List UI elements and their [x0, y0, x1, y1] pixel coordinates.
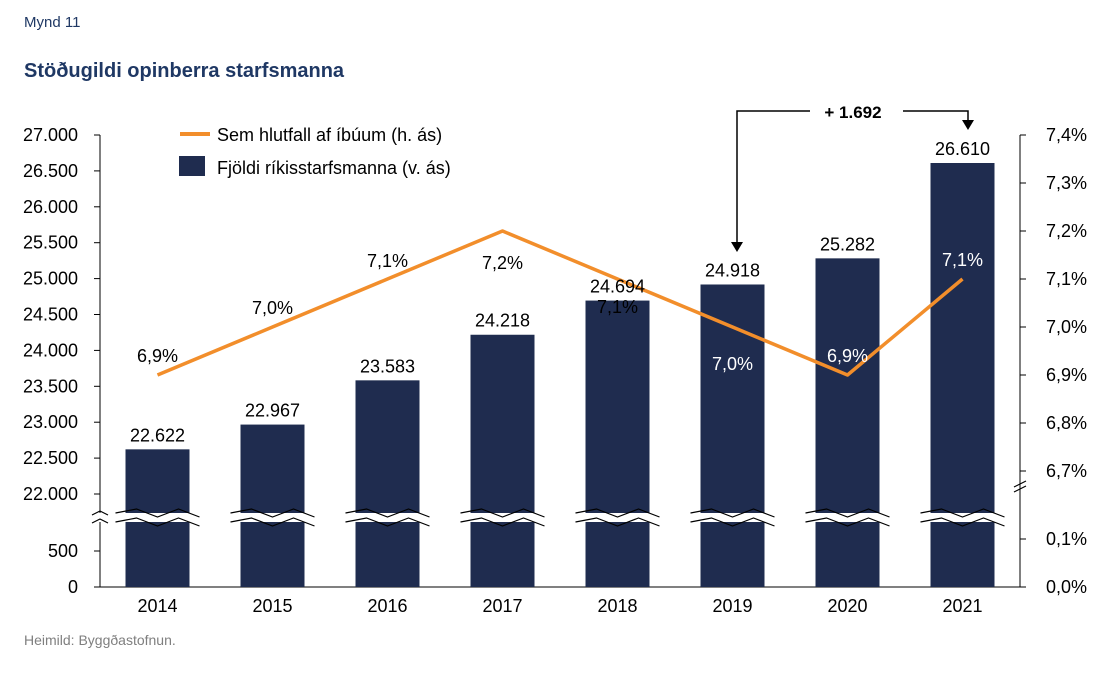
source-note: Heimild: Byggðastofnun. [24, 632, 176, 648]
axis-break-zigzag [460, 517, 545, 527]
left-tick-label: 25.000 [23, 269, 78, 289]
x-tick-label: 2018 [597, 596, 637, 616]
line-value-label: 6,9% [827, 346, 868, 366]
legend-line-label: Sem hlutfall af íbúum (h. ás) [217, 125, 442, 145]
line-value-label: 7,1% [367, 251, 408, 271]
right-tick-label: 0,1% [1046, 529, 1087, 549]
difference-annotation: + 1.692 [731, 103, 974, 252]
bar [585, 300, 650, 587]
bar-value-label: 22.967 [245, 401, 300, 421]
x-tick-label: 2021 [942, 596, 982, 616]
right-tick-label: 0,0% [1046, 577, 1087, 597]
bar [470, 334, 535, 587]
bar-value-label: 22.622 [130, 425, 185, 445]
axis-break-zigzag [575, 508, 660, 518]
annotation-left-arrow [736, 110, 810, 250]
bar [930, 163, 995, 587]
axis-break-zigzag [91, 510, 109, 516]
bar [240, 424, 305, 587]
axis-break-zigzag [805, 517, 890, 527]
axis-break-zigzag [115, 508, 200, 518]
right-tick-label: 7,1% [1046, 269, 1087, 289]
bar-value-label: 24.918 [705, 260, 760, 280]
left-tick-label: 22.000 [23, 484, 78, 504]
axis-break-zigzag [460, 508, 545, 518]
x-tick-label: 2014 [137, 596, 177, 616]
line-value-label: 7,2% [482, 253, 523, 273]
axes: 22.000 22.500 23.000 23.500 24.000 24.500 25.0… [23, 125, 1087, 616]
right-tick-label: 7,2% [1046, 221, 1087, 241]
bar-value-label: 25.282 [820, 234, 875, 254]
bar-value-label: 24.218 [475, 311, 530, 331]
axis-break-zigzag [575, 517, 660, 527]
axis-break-gap [92, 513, 108, 522]
bar-value-label: 24.694 [590, 277, 645, 297]
bar [815, 258, 880, 587]
left-tick-label: 26.500 [23, 161, 78, 181]
right-tick-label: 7,0% [1046, 317, 1087, 337]
left-tick-label: 23.500 [23, 376, 78, 396]
axis-break-zigzag [345, 517, 430, 527]
bars [125, 163, 995, 587]
left-tick-label: 26.000 [23, 197, 78, 217]
axis-break-zigzag [345, 508, 430, 518]
axis-break-zigzag [690, 517, 775, 527]
right-tick-label: 6,8% [1046, 413, 1087, 433]
axis-break-zigzag [115, 517, 200, 527]
left-tick-label: 27.000 [23, 125, 78, 145]
left-tick-label: 24.500 [23, 305, 78, 325]
x-tick-label: 2016 [367, 596, 407, 616]
annotation-label: + 1.692 [824, 103, 881, 122]
axis-break-zigzag [690, 508, 775, 518]
line-value-label: 7,0% [712, 354, 753, 374]
left-tick-label: 0 [68, 577, 78, 597]
axis-break-zigzag [920, 517, 1005, 527]
bar [355, 380, 420, 587]
left-tick-label: 24.000 [23, 340, 78, 360]
annotation-right-arrowhead [962, 120, 974, 130]
x-tick-label: 2017 [482, 596, 522, 616]
annotation-right-arrow [903, 110, 969, 128]
axis-break-zigzag [230, 517, 315, 527]
bar [700, 284, 765, 587]
line-value-label: 7,1% [597, 297, 638, 317]
right-tick-label: 7,3% [1046, 173, 1087, 193]
percent-line [156, 229, 964, 377]
figure-label: Mynd 11 [24, 14, 81, 31]
chart-title: Stöðugildi opinberra starfsmanna [24, 60, 345, 82]
left-tick-label: 23.000 [23, 412, 78, 432]
bar-value-label: 26.610 [935, 139, 990, 159]
bar-value-label: 23.583 [360, 356, 415, 376]
line-value-label: 7,1% [942, 250, 983, 270]
x-tick-label: 2019 [712, 596, 752, 616]
left-tick-label: 25.500 [23, 233, 78, 253]
legend-bar-label: Fjöldi ríkisstarfsmanna (v. ás) [217, 158, 451, 178]
legend: Sem hlutfall af íbúum (h. ás) Fjöldi rík… [179, 125, 451, 178]
right-axis-break-mark [1013, 480, 1027, 488]
line-series [156, 229, 964, 377]
axis-breaks [91, 508, 1005, 527]
line-value-label: 7,0% [252, 298, 293, 318]
left-tick-label: 22.500 [23, 448, 78, 468]
legend-bar-swatch [179, 156, 205, 176]
x-tick-label: 2020 [827, 596, 867, 616]
axis-break-zigzag [91, 518, 109, 524]
right-tick-label: 6,7% [1046, 461, 1087, 481]
axis-break-zigzag [805, 508, 890, 518]
axis-break-zigzag [230, 508, 315, 518]
annotation-left-arrowhead [731, 242, 743, 252]
x-tick-label: 2015 [252, 596, 292, 616]
line-value-label: 6,9% [137, 346, 178, 366]
right-tick-label: 6,9% [1046, 365, 1087, 385]
left-tick-label: 500 [48, 541, 78, 561]
right-axis-break-mark [1013, 485, 1027, 493]
axis-break-zigzag [920, 508, 1005, 518]
data-labels: 22.622 22.967 23.583 24.218 24.694 24.918 25.2… [130, 139, 990, 445]
right-tick-label: 7,4% [1046, 125, 1087, 145]
